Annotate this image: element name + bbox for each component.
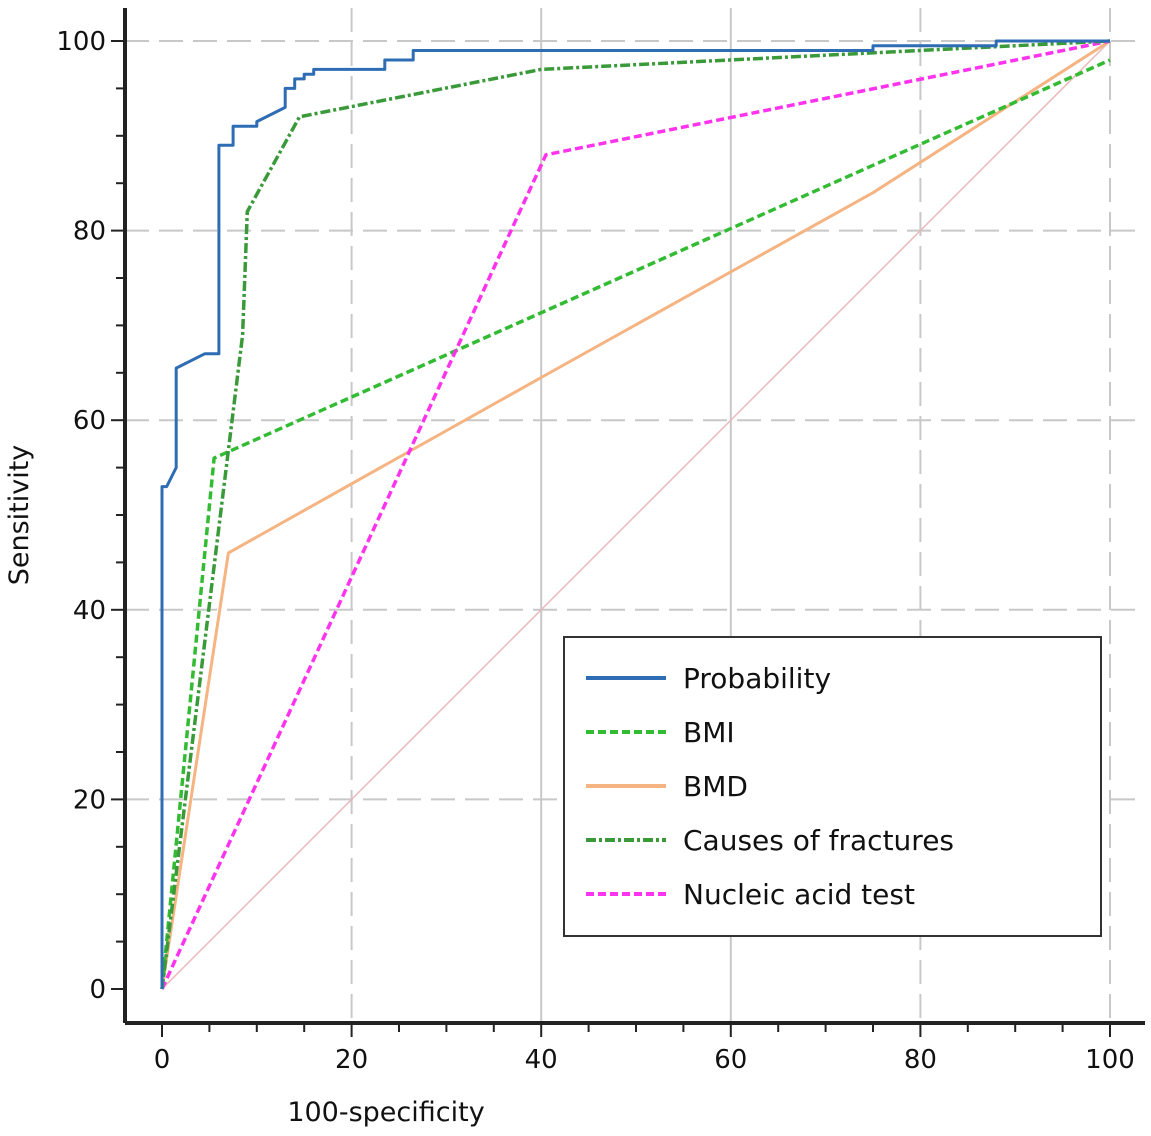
y-tick-label: 0 (89, 975, 106, 1005)
legend-label-bmi: BMI (683, 716, 735, 749)
x-tick-label: 60 (714, 1045, 747, 1075)
series-line-bmi (160, 58, 1111, 990)
legend-label-probability: Probability (683, 662, 831, 695)
x-axis-title: 100-specificity (287, 1097, 484, 1128)
series-line-nucleic-acid-test (160, 39, 1111, 990)
series-line-probability (160, 39, 1110, 989)
y-tick-label: 40 (73, 596, 106, 626)
y-tick-label: 20 (73, 785, 106, 815)
series-line-bmd (160, 39, 1111, 990)
legend-label-causes-of-fractures: Causes of fractures (683, 824, 954, 857)
legend: Probability BMI BMD Causes of fractures Nucl… (563, 636, 1102, 937)
series-lines (160, 39, 1111, 990)
y-axis-title: Sensitivity (4, 445, 35, 586)
legend-label-nucleic-acid-test: Nucleic acid test (683, 878, 915, 911)
y-tick-label: 60 (73, 406, 106, 436)
x-tick-label: 100 (1085, 1045, 1135, 1075)
series-line-causes-of-fractures (160, 39, 1111, 990)
y-tick-label: 100 (56, 27, 106, 57)
legend-label-bmd: BMD (683, 770, 748, 803)
x-tick-label: 20 (335, 1045, 368, 1075)
y-tick-label: 80 (73, 217, 106, 247)
x-tick-label: 40 (525, 1045, 558, 1075)
x-tick-label: 80 (904, 1045, 937, 1075)
reference-diagonal (161, 40, 1111, 990)
x-tick-label: 0 (154, 1045, 171, 1075)
axes: 0 20 40 60 80 100 0 20 40 60 80 100 100-specificity S… (4, 8, 1145, 1128)
